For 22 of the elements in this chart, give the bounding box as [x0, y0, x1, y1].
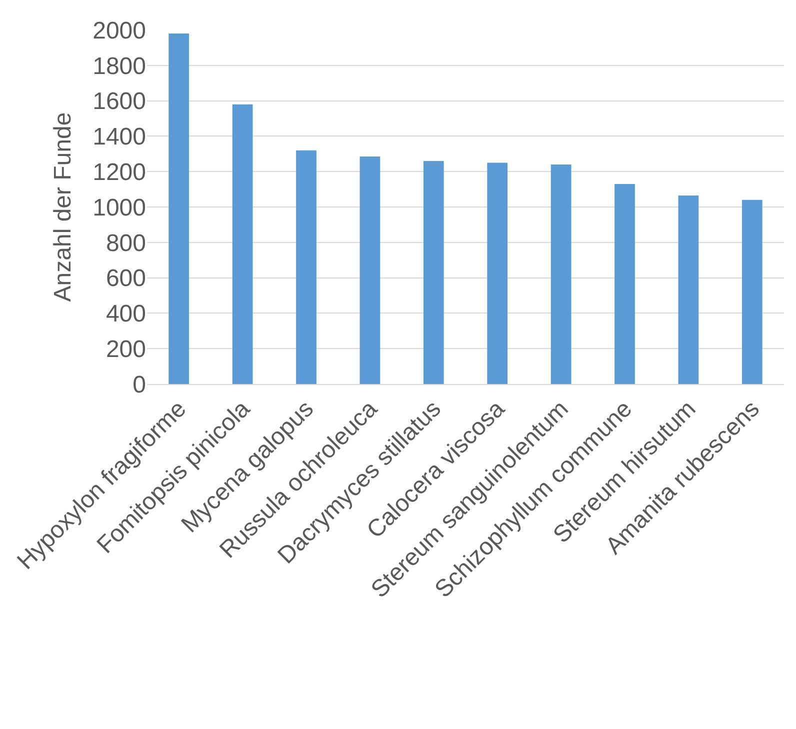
- y-tick-label: 1000: [92, 194, 146, 222]
- bar: [614, 184, 635, 384]
- y-tick-label: 2000: [92, 17, 146, 44]
- bar: [742, 200, 762, 384]
- bar: [550, 164, 572, 384]
- y-tick-label: 200: [106, 336, 146, 363]
- bar: [423, 160, 444, 384]
- bar: [232, 104, 253, 384]
- y-axis-title: Anzahl der Funde: [50, 112, 77, 302]
- y-tick-label: 400: [106, 300, 146, 328]
- bar: [360, 156, 380, 384]
- y-tick-label: 0: [132, 371, 146, 398]
- bar: [296, 150, 316, 384]
- y-tick-label: 1800: [92, 52, 146, 80]
- bar: [487, 162, 508, 384]
- y-tick-label: 600: [106, 265, 146, 292]
- y-tick-label: 1600: [92, 88, 146, 116]
- bar: [678, 196, 699, 384]
- y-tick-label: 1200: [92, 159, 146, 186]
- y-tick-label: 800: [106, 230, 146, 257]
- bar: [168, 34, 190, 384]
- y-tick-label: 1400: [92, 124, 146, 151]
